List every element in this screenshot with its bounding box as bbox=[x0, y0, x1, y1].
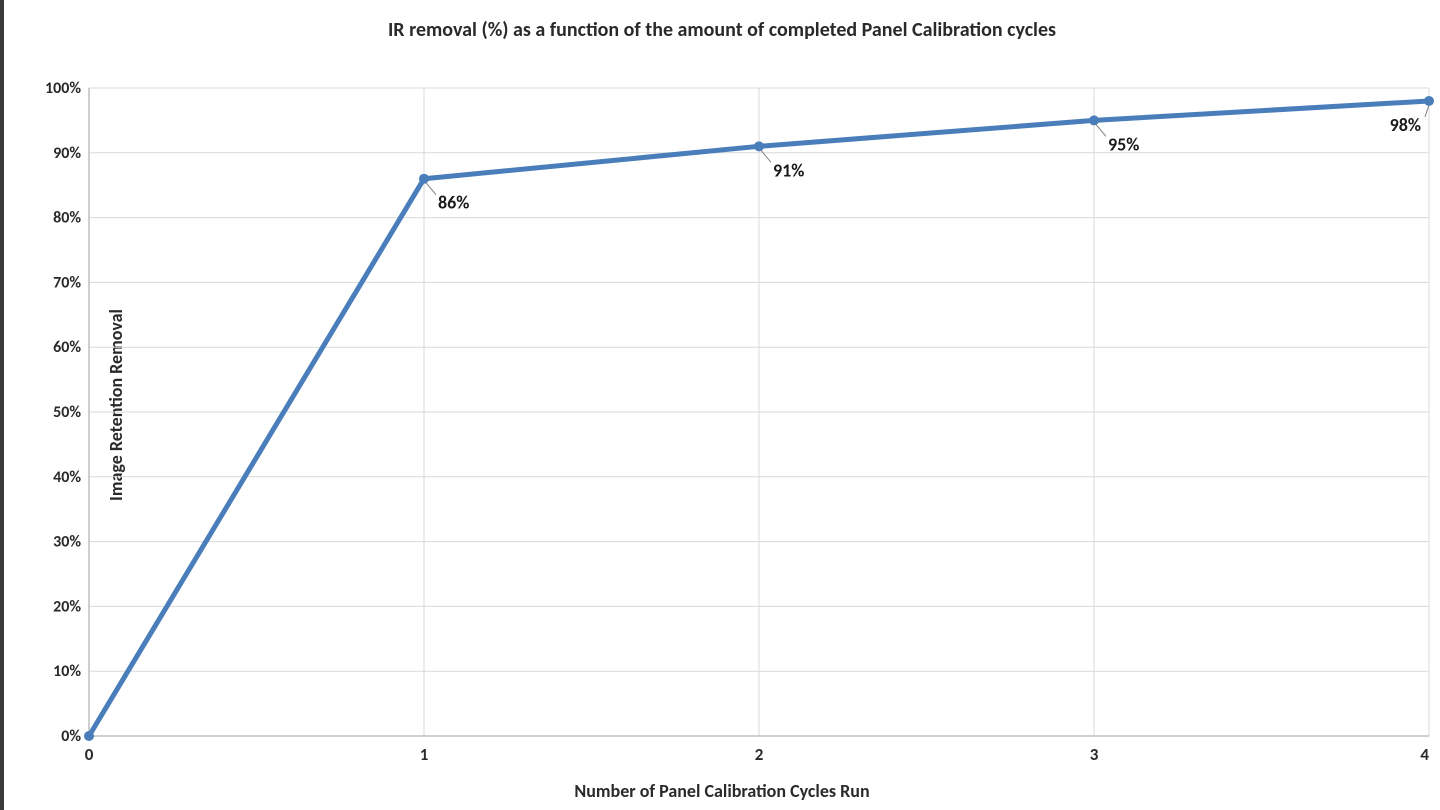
svg-text:20%: 20% bbox=[53, 597, 81, 616]
svg-text:70%: 70% bbox=[53, 273, 81, 292]
data-labels: 86% 91% 95% 98% bbox=[426, 105, 1429, 214]
data-label: 95% bbox=[1108, 133, 1139, 155]
svg-text:0: 0 bbox=[85, 744, 94, 765]
svg-text:10%: 10% bbox=[53, 662, 81, 681]
svg-text:60%: 60% bbox=[53, 338, 81, 357]
svg-text:2: 2 bbox=[755, 744, 764, 765]
svg-text:3: 3 bbox=[1090, 744, 1099, 765]
y-tick-labels: 0% 10% 20% 30% 40% 50% 60% 70% 80% 90% 100% bbox=[45, 79, 81, 746]
series-marker bbox=[1089, 115, 1099, 125]
series-marker bbox=[84, 731, 94, 741]
svg-text:100%: 100% bbox=[45, 79, 81, 98]
plot-svg: 0%10%20%30%40%50%60%70%80%90%100%0123486… bbox=[89, 88, 1429, 736]
svg-text:30%: 30% bbox=[53, 533, 81, 552]
x-tick-labels: 0 1 2 3 4 bbox=[85, 744, 1430, 765]
data-label: 86% bbox=[438, 192, 469, 214]
series-marker bbox=[1424, 96, 1434, 106]
series-marker bbox=[419, 174, 429, 184]
svg-text:90%: 90% bbox=[53, 144, 81, 163]
series-marker bbox=[754, 141, 764, 151]
svg-text:1: 1 bbox=[420, 744, 429, 765]
plot-area: 0%10%20%30%40%50%60%70%80%90%100%0123486… bbox=[89, 88, 1429, 736]
svg-text:50%: 50% bbox=[53, 403, 81, 422]
svg-text:4: 4 bbox=[1420, 744, 1429, 765]
chart-frame: IR removal (%) as a function of the amou… bbox=[0, 0, 1440, 810]
data-label: 98% bbox=[1390, 114, 1421, 136]
chart-title: IR removal (%) as a function of the amou… bbox=[4, 18, 1440, 42]
svg-text:0%: 0% bbox=[61, 727, 81, 746]
data-label: 91% bbox=[773, 159, 804, 181]
x-axis-title: Number of Panel Calibration Cycles Run bbox=[4, 780, 1440, 802]
svg-text:80%: 80% bbox=[53, 209, 81, 228]
svg-text:40%: 40% bbox=[53, 468, 81, 487]
